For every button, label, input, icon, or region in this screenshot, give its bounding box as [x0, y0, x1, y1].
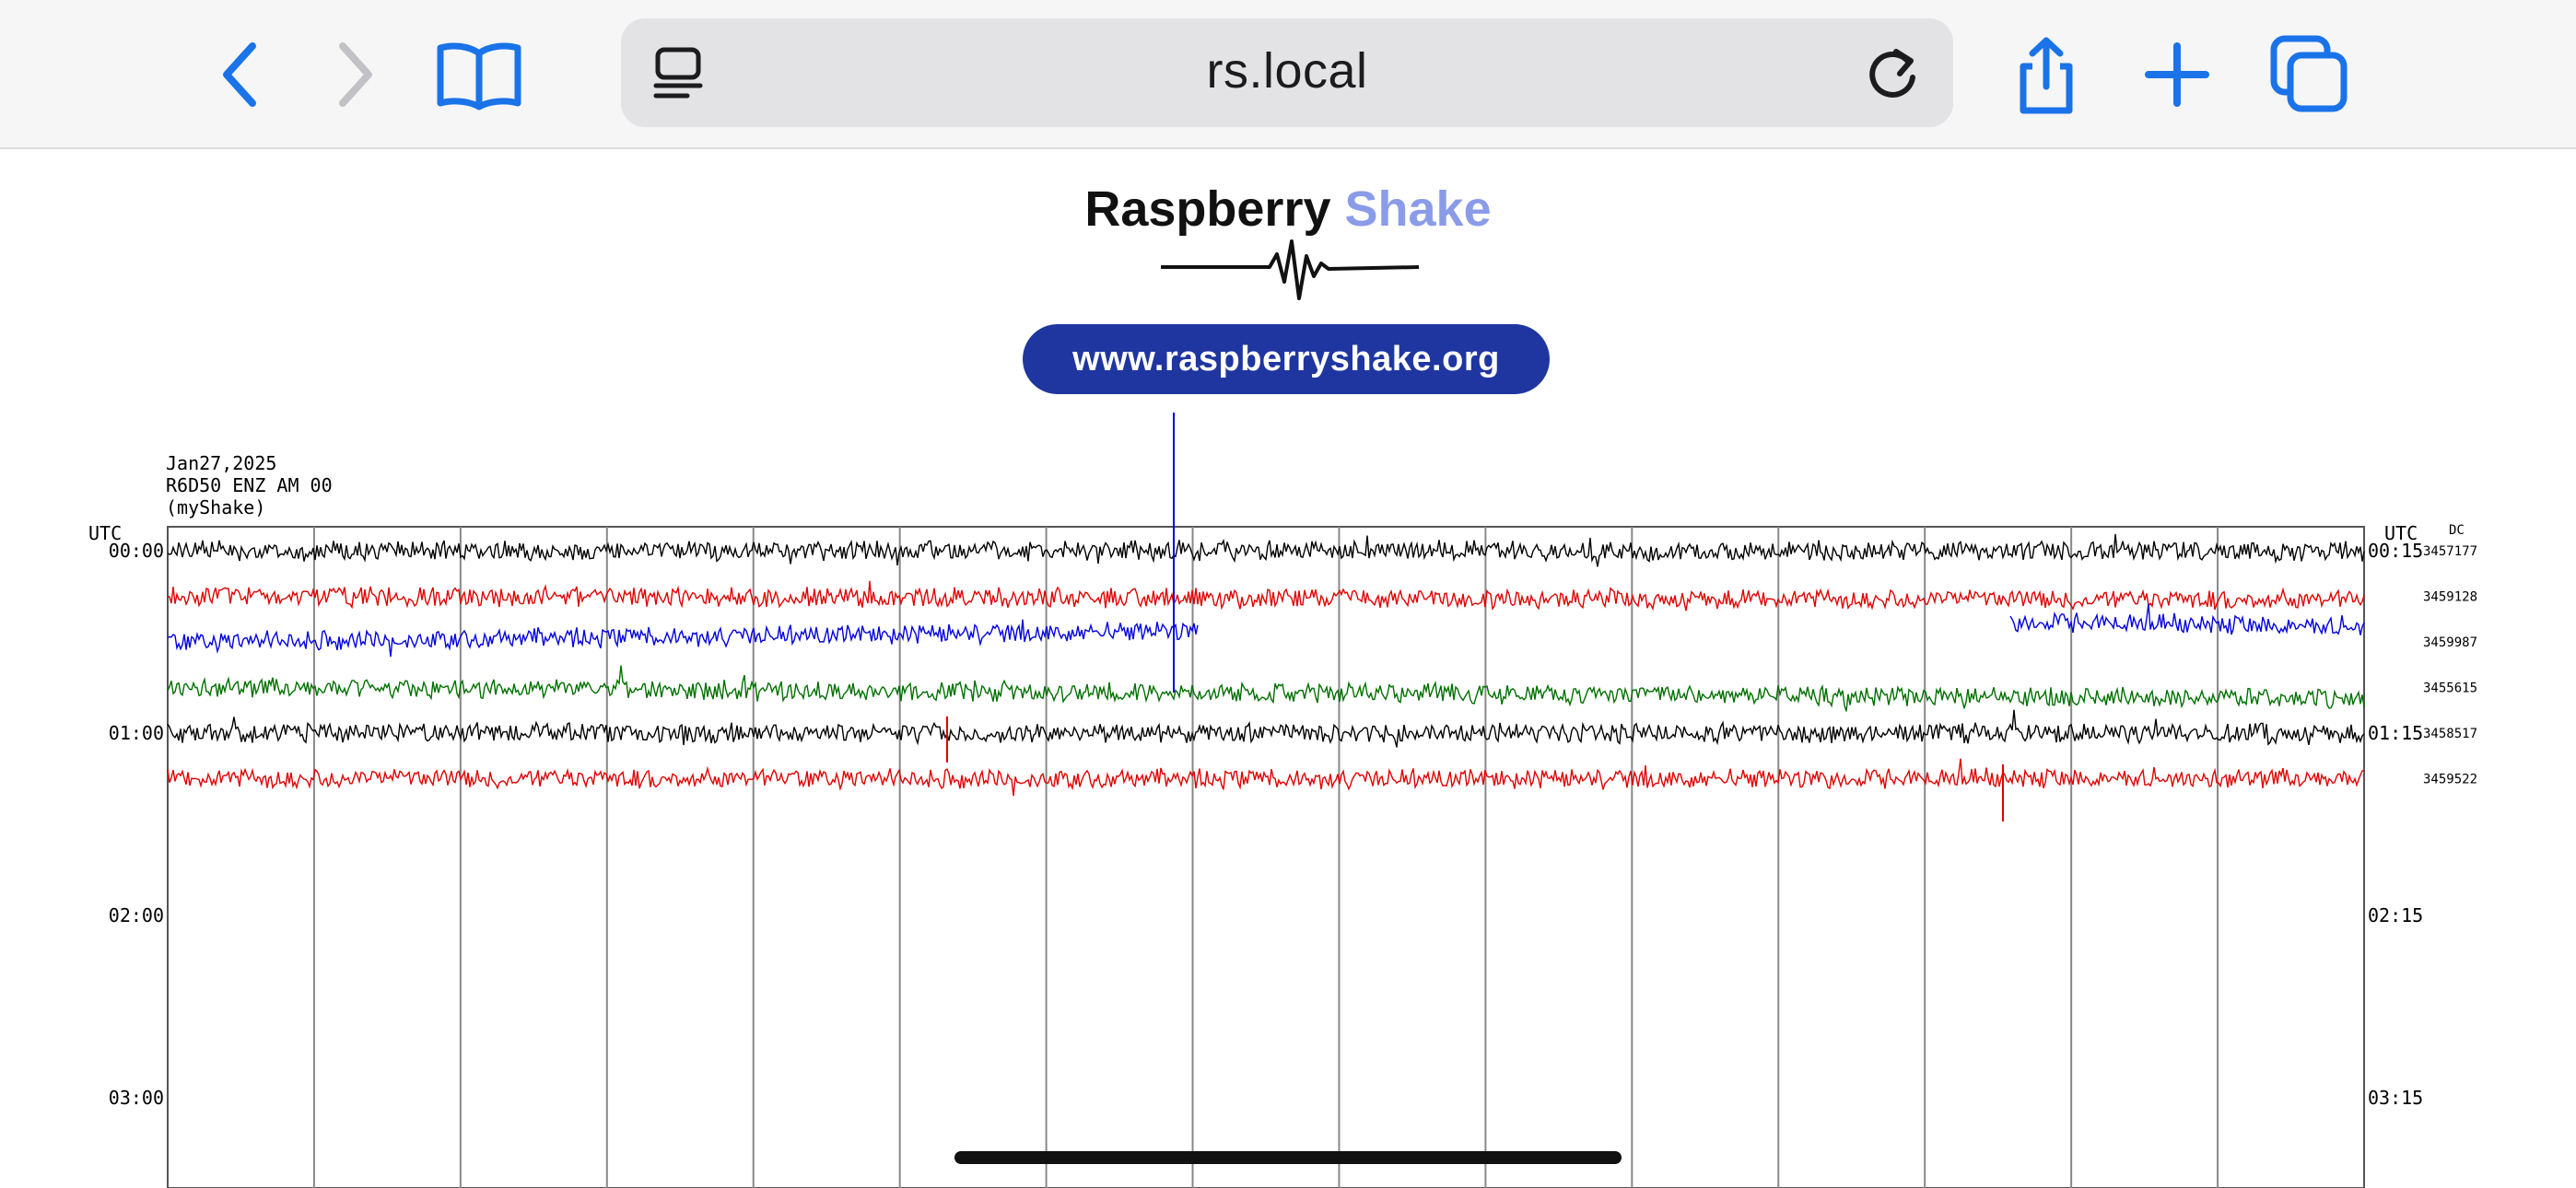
utc-right-label: UTC	[2384, 522, 2418, 544]
seismic-trace	[167, 619, 1199, 658]
reader-icon[interactable]	[649, 42, 709, 103]
time-label-left: 02:00	[109, 904, 164, 926]
time-label-left: 00:00	[109, 540, 164, 562]
browser-toolbar: rs.local	[0, 0, 2576, 149]
time-label-right: 02:15	[2368, 904, 2423, 926]
new-tab-icon[interactable]	[2136, 33, 2219, 116]
dc-value: 3459128	[2423, 590, 2477, 605]
back-icon[interactable]	[201, 33, 284, 116]
seismic-trace	[167, 709, 2365, 748]
dc-value: 3457177	[2423, 544, 2477, 559]
url-text: rs.local	[1206, 43, 1368, 99]
utc-left-label: UTC	[88, 522, 122, 544]
logo-brand-first: Raspberry	[1084, 181, 1331, 237]
dc-label: DC	[2449, 523, 2465, 538]
website-link[interactable]: www.raspberryshake.org	[1023, 324, 1550, 394]
time-label-right: 01:15	[2368, 722, 2423, 744]
plot-station: R6D50 ENZ AM 00	[166, 474, 333, 496]
bookmarks-icon[interactable]	[433, 33, 525, 116]
address-bar[interactable]: rs.local	[621, 18, 1953, 127]
plot-date: Jan27,2025	[166, 452, 276, 474]
time-label-right: 03:15	[2368, 1087, 2423, 1109]
time-label-right: 00:15	[2368, 540, 2423, 562]
seismic-trace	[2009, 603, 2365, 635]
logo-title: Raspberry Shake	[1069, 181, 1507, 238]
tabs-icon[interactable]	[2268, 33, 2351, 116]
plot-source: (myShake)	[166, 496, 265, 518]
seismic-trace	[167, 758, 2364, 797]
raspberry-shake-logo: Raspberry Shake	[1069, 181, 1507, 319]
home-indicator[interactable]	[954, 1151, 1622, 1164]
share-icon[interactable]	[2005, 33, 2088, 116]
logo-brand-second: Shake	[1344, 181, 1492, 237]
seismic-trace	[167, 533, 2365, 567]
seismic-trace	[167, 665, 2365, 712]
dc-value: 3459522	[2423, 773, 2477, 787]
forward-icon[interactable]	[311, 33, 394, 116]
time-label-left: 03:00	[109, 1087, 164, 1109]
dc-value: 3459987	[2423, 635, 2477, 650]
plot-frame	[167, 526, 2365, 1188]
seismic-wave-icon	[1161, 239, 1419, 300]
time-label-left: 01:00	[109, 722, 164, 744]
dc-value: 3458517	[2423, 727, 2477, 741]
seismic-trace	[167, 580, 2365, 611]
helicorder-plot: Jan27,2025 R6D50 ENZ AM 00 (myShake) UTC UTC…	[0, 396, 2576, 1188]
reload-icon[interactable]	[1859, 41, 1926, 107]
dc-value: 3455615	[2423, 681, 2477, 696]
